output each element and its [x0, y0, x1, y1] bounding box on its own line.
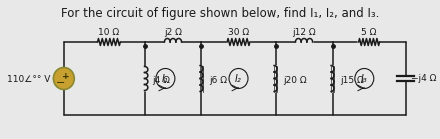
Text: I₃: I₃: [361, 74, 368, 84]
Text: j15 Ω: j15 Ω: [340, 76, 364, 85]
Text: j2 Ω: j2 Ω: [164, 28, 182, 37]
Text: I₂: I₂: [235, 74, 242, 84]
Text: j20 Ω: j20 Ω: [283, 76, 307, 85]
Circle shape: [53, 68, 74, 90]
Text: For the circuit of figure shown below, find I₁, I₂, and I₃.: For the circuit of figure shown below, f…: [61, 7, 380, 20]
Text: 110∠°° V: 110∠°° V: [7, 75, 51, 84]
Text: 30 Ω: 30 Ω: [228, 28, 249, 37]
Text: 5 Ω: 5 Ω: [361, 28, 377, 37]
Text: I₁: I₁: [162, 74, 169, 84]
Text: −: −: [56, 78, 66, 87]
Text: −j4 Ω: −j4 Ω: [411, 74, 436, 83]
Text: 10 Ω: 10 Ω: [99, 28, 120, 37]
Text: +: +: [62, 72, 70, 81]
Text: j4 Ω: j4 Ω: [152, 76, 170, 85]
Text: j6 Ω: j6 Ω: [209, 76, 227, 85]
Text: j12 Ω: j12 Ω: [292, 28, 316, 37]
